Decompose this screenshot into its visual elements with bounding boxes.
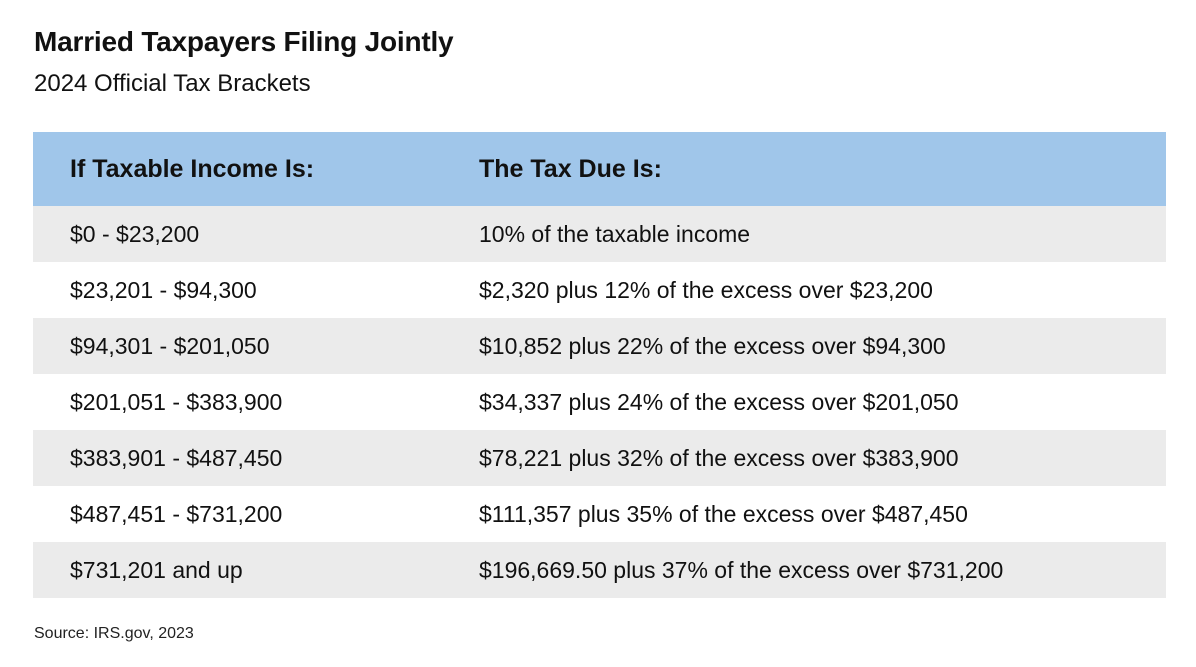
tax-due-cell: $34,337 plus 24% of the excess over $201… — [479, 388, 959, 415]
income-range-cell: $0 - $23,200 — [70, 220, 200, 247]
page-title: Married Taxpayers Filing Jointly — [34, 26, 454, 57]
income-range-cell: $487,451 - $731,200 — [70, 500, 283, 527]
source-note: Source: IRS.gov, 2023 — [34, 625, 194, 642]
header-income: If Taxable Income Is: — [70, 154, 315, 183]
income-range-cell: $383,901 - $487,450 — [70, 444, 283, 471]
table-row: $731,201 and up $196,669.50 plus 37% of … — [33, 542, 1166, 598]
income-range-cell: $731,201 and up — [70, 556, 243, 583]
income-range-cell: $23,201 - $94,300 — [70, 276, 257, 303]
tax-due-cell: $78,221 plus 32% of the excess over $383… — [479, 444, 959, 471]
tax-due-cell: 10% of the taxable income — [479, 220, 751, 247]
table-row: $94,301 - $201,050 $10,852 plus 22% of t… — [33, 318, 1166, 374]
income-range-cell: $94,301 - $201,050 — [70, 332, 270, 359]
tax-due-cell: $10,852 plus 22% of the excess over $94,… — [479, 332, 946, 359]
tax-due-cell: $2,320 plus 12% of the excess over $23,2… — [479, 276, 933, 303]
table-row: $201,051 - $383,900 $34,337 plus 24% of … — [33, 374, 1166, 430]
table-row: $383,901 - $487,450 $78,221 plus 32% of … — [33, 430, 1166, 486]
income-range-cell: $201,051 - $383,900 — [70, 388, 283, 415]
tax-due-cell: $111,357 plus 35% of the excess over $48… — [479, 500, 968, 527]
tax-bracket-table: If Taxable Income Is: The Tax Due Is: $0… — [33, 132, 1166, 598]
table-row: $0 - $23,200 10% of the taxable income — [33, 206, 1166, 262]
table-row: $487,451 - $731,200 $111,357 plus 35% of… — [33, 486, 1166, 542]
table-header: If Taxable Income Is: The Tax Due Is: — [33, 132, 1166, 206]
page-subtitle: 2024 Official Tax Brackets — [34, 70, 311, 97]
table-row: $23,201 - $94,300 $2,320 plus 12% of the… — [33, 262, 1166, 318]
header-tax: The Tax Due Is: — [479, 154, 662, 183]
tax-due-cell: $196,669.50 plus 37% of the excess over … — [479, 556, 1004, 583]
